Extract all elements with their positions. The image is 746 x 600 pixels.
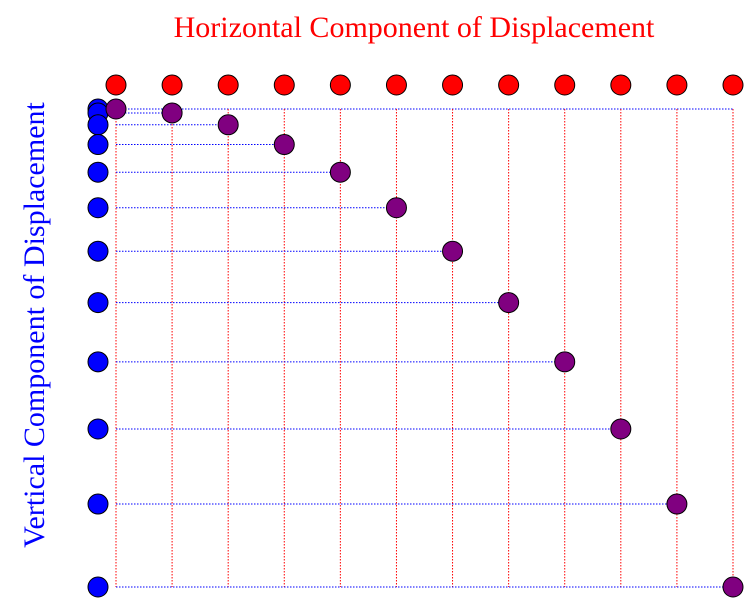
horizontal-component-marker — [722, 74, 744, 96]
vertical-projection-lines — [115, 109, 734, 587]
horizontal-component-marker — [666, 74, 688, 96]
horizontal-component-markers — [105, 74, 744, 96]
resultant-position-marker — [161, 102, 183, 124]
resultant-position-marker — [554, 351, 576, 373]
vertical-component-marker — [87, 161, 109, 183]
horizontal-component-marker — [217, 74, 239, 96]
horizontal-component-marker — [554, 74, 576, 96]
vertical-component-marker — [87, 134, 109, 156]
horizontal-projection-lines — [116, 112, 733, 588]
horizontal-component-marker — [105, 74, 127, 96]
resultant-position-marker — [217, 114, 239, 136]
resultant-position-marker — [329, 161, 351, 183]
vertical-component-marker — [87, 351, 109, 373]
horizontal-component-marker — [273, 74, 295, 96]
vertical-axis-label: Vertical Component of Displacement — [18, 101, 51, 547]
horizontal-component-marker — [385, 74, 407, 96]
resultant-position-marker — [385, 197, 407, 219]
horizontal-component-marker — [442, 74, 464, 96]
frame-layer — [115, 108, 734, 587]
resultant-position-marker — [722, 576, 744, 598]
resultant-position-marker — [610, 418, 632, 440]
diagram-title: Horizontal Component of Displacement — [174, 11, 655, 44]
vertical-component-marker — [87, 576, 109, 598]
resultant-position-marker — [273, 134, 295, 156]
vertical-component-marker — [87, 418, 109, 440]
vertical-component-markers — [87, 98, 109, 598]
vertical-component-marker — [87, 240, 109, 262]
horizontal-component-marker — [161, 74, 183, 96]
horizontal-component-marker — [610, 74, 632, 96]
vertical-component-marker — [87, 114, 109, 136]
resultant-position-marker — [498, 292, 520, 314]
resultant-position-marker — [105, 98, 127, 120]
resultant-position-marker — [666, 493, 688, 515]
vertical-component-marker — [87, 493, 109, 515]
horizontal-component-marker — [329, 74, 351, 96]
resultant-position-markers — [105, 98, 744, 598]
vertical-component-marker — [87, 197, 109, 219]
resultant-position-marker — [442, 240, 464, 262]
horizontal-component-marker — [498, 74, 520, 96]
vertical-component-marker — [87, 292, 109, 314]
